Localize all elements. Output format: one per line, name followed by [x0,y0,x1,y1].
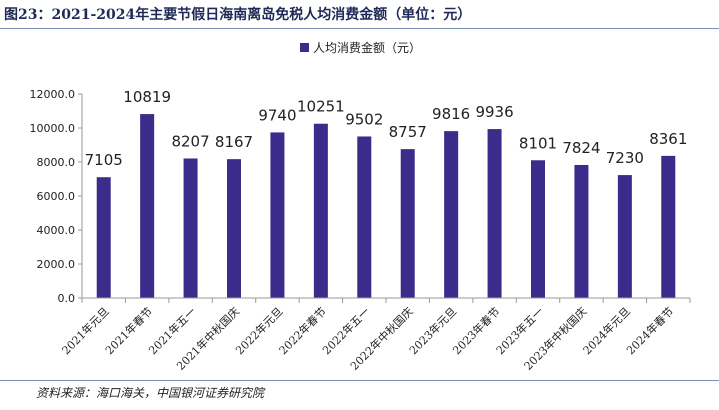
bar [617,175,632,298]
x-axis: 2021年元旦2021年春节2021年五一2021年中秋国庆2022年元旦202… [59,297,691,373]
data-label: 8757 [389,123,427,141]
data-label: 9936 [475,103,513,121]
source-note: 资料来源：海口海关，中国银河证券研究院 [36,386,265,400]
y-tick-label: 0.0 [58,292,76,305]
data-label: 7824 [562,139,600,157]
y-tick-label: 12000.0 [30,88,76,101]
data-label: 8101 [519,134,557,152]
bar [357,136,372,298]
legend-label: 人均消费金额（元） [313,40,421,55]
legend-swatch [300,43,309,52]
data-label: 9816 [432,105,470,123]
data-label: 8361 [649,130,687,148]
source-rule [0,380,719,381]
data-label: 9502 [345,110,383,128]
y-tick-label: 4000.0 [37,224,76,237]
title-rule [0,28,719,29]
bar [313,123,328,298]
bar [227,159,241,298]
data-label: 10819 [123,88,171,106]
y-tick-label: 2000.0 [37,258,76,271]
data-label: 7105 [85,151,123,169]
bar [661,155,676,298]
bar [96,177,111,298]
legend: 人均消费金额（元） [300,40,421,55]
y-axis: 0.0 2000.0 4000.0 6000.0 8000.0 10000.0 12000.… [30,88,83,305]
figure-title: 图23：2021-2024年主要节假日海南离岛免税人均消费金额（单位：元） [4,7,472,23]
y-tick-label: 6000.0 [37,190,76,203]
bar [444,131,459,298]
bar [270,132,285,298]
y-tick-label: 8000.0 [37,156,76,169]
bar [531,160,545,298]
data-label: 8167 [215,133,253,151]
data-label: 10251 [297,98,345,116]
bar-chart: 人均消费金额（元） 0.0 2000.0 4000.0 6000.0 8000.0 100… [30,40,691,373]
bar [400,149,415,298]
x-tick-label: 2024年春节 [623,304,676,357]
bar [183,158,198,298]
data-label: 7230 [606,149,644,167]
bars [96,114,676,299]
bar [574,164,589,298]
data-label: 9740 [258,106,296,124]
data-label: 8207 [171,132,209,150]
bar [487,129,502,298]
bar [140,114,155,299]
y-tick-label: 10000.0 [30,122,76,135]
